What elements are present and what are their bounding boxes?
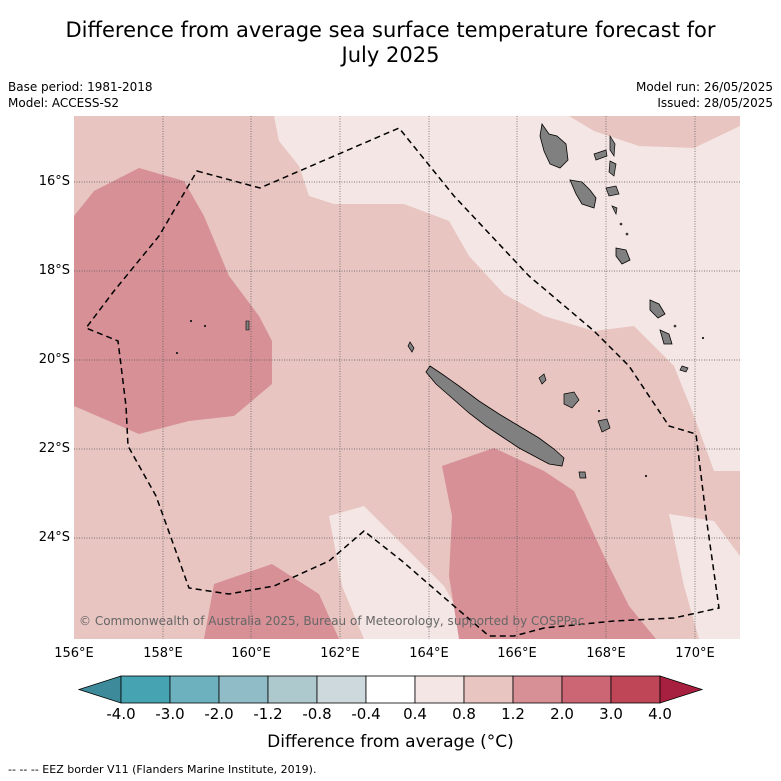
- colorbar-tick-label: -1.2: [253, 705, 283, 723]
- model-run: Model run: 26/05/2025: [635, 80, 773, 94]
- colorbar-bin: [561, 675, 612, 704]
- eez-border: [84, 127, 720, 637]
- meta-right: Model run: 26/05/2025 Issued: 28/05/2025: [636, 79, 773, 111]
- model-name: Model: ACCESS-S2: [8, 96, 120, 110]
- colorbar-title: Difference from average (°C): [267, 732, 514, 752]
- colorbar-tick-label: -0.4: [351, 705, 381, 723]
- colorbar-tick-label: -3.0: [155, 705, 185, 723]
- colorbar-tick-label: -2.0: [204, 705, 234, 723]
- lon-label-160e: 160°E: [231, 646, 271, 661]
- colorbar-tick-label: 4.0: [648, 705, 672, 723]
- lat-label-18s: 18°S: [38, 263, 70, 278]
- title-line-1: Difference from average sea surface temp…: [65, 18, 716, 42]
- colorbar-tick-label: 1.2: [501, 705, 525, 723]
- colorbar-extend-high: [659, 675, 704, 704]
- colorbar-tick-label: -0.8: [302, 705, 332, 723]
- colorbar-extend-low: [77, 675, 122, 704]
- lon-label-156e: 156°E: [54, 646, 94, 661]
- lon-label-158e: 158°E: [143, 646, 183, 661]
- colorbar-bin: [463, 675, 514, 704]
- colorbar-bin: [414, 675, 465, 704]
- land-aneityum: [679, 365, 689, 373]
- land-maewo: [593, 149, 608, 161]
- colorbar-bin: [267, 675, 318, 704]
- land-espiritu-santo: [539, 122, 569, 169]
- colorbar-bin: [512, 675, 563, 704]
- land-tanna: [659, 329, 673, 345]
- lat-label-16s: 16°S: [38, 174, 70, 189]
- land-new-caledonia: [425, 365, 565, 467]
- land-mare: [597, 418, 611, 433]
- lon-label-168e: 168°E: [586, 646, 626, 661]
- land-pentecost: [609, 134, 616, 158]
- lat-label-22s: 22°S: [38, 441, 70, 456]
- land-walpole: [578, 471, 587, 479]
- issued-date: Issued: 28/05/2025: [657, 96, 773, 110]
- base-period: Base period: 1981-2018: [8, 80, 153, 94]
- lon-label-170e: 170°E: [675, 646, 715, 661]
- colorbar-bin: [169, 675, 220, 704]
- colorbar-tick-label: 0.8: [452, 705, 476, 723]
- anomaly-light-region-north: [274, 116, 740, 471]
- colorbar-tick-label: 0.4: [403, 705, 427, 723]
- anomaly-light-region-southeast: [669, 514, 740, 639]
- colorbar-tick-label: -4.0: [106, 705, 136, 723]
- colorbar-bin: [218, 675, 269, 704]
- land-lifou: [563, 391, 580, 409]
- colorbar: [77, 675, 706, 709]
- colorbar-bin: [610, 675, 661, 704]
- map-svg: [74, 116, 740, 639]
- land-belep-islands: [407, 341, 415, 353]
- anomaly-strong-region-south: [442, 448, 656, 639]
- lat-label-24s: 24°S: [38, 530, 70, 545]
- meta-left: Base period: 1981-2018 Model: ACCESS-S2: [8, 79, 153, 111]
- land-malakula: [569, 179, 597, 209]
- lon-label-164e: 164°E: [409, 646, 449, 661]
- eez-legend-note: -- -- -- EEZ border V11 (Flanders Marine…: [8, 763, 317, 776]
- lon-label-166e: 166°E: [497, 646, 537, 661]
- colorbar-bin: [120, 675, 171, 704]
- land-erromango: [649, 299, 666, 319]
- colorbar-bin: [316, 675, 367, 704]
- colorbar-bin: [365, 675, 416, 704]
- land-ambrym: [605, 185, 620, 197]
- lat-label-20s: 20°S: [38, 352, 70, 367]
- anomaly-light-region-south: [329, 506, 474, 639]
- lon-label-162e: 162°E: [320, 646, 360, 661]
- colorbar-tick-label: 2.0: [550, 705, 574, 723]
- colorbar-tick-label: 3.0: [599, 705, 623, 723]
- anomaly-strong-region-southwest: [204, 564, 339, 639]
- title-line-2: July 2025: [341, 43, 440, 67]
- land-efate: [615, 247, 631, 265]
- land-epi: [611, 205, 618, 216]
- land-ambae: [608, 160, 617, 177]
- map-title: Difference from average sea surface temp…: [0, 18, 781, 68]
- copyright-notice: © Commonwealth of Australia 2025, Bureau…: [79, 614, 585, 628]
- land-ouvea: [538, 373, 547, 385]
- land-small-islets: [175, 222, 705, 478]
- map-area: [74, 116, 740, 639]
- anomaly-strong-region-west: [74, 168, 272, 434]
- colorbar-svg: [77, 675, 704, 704]
